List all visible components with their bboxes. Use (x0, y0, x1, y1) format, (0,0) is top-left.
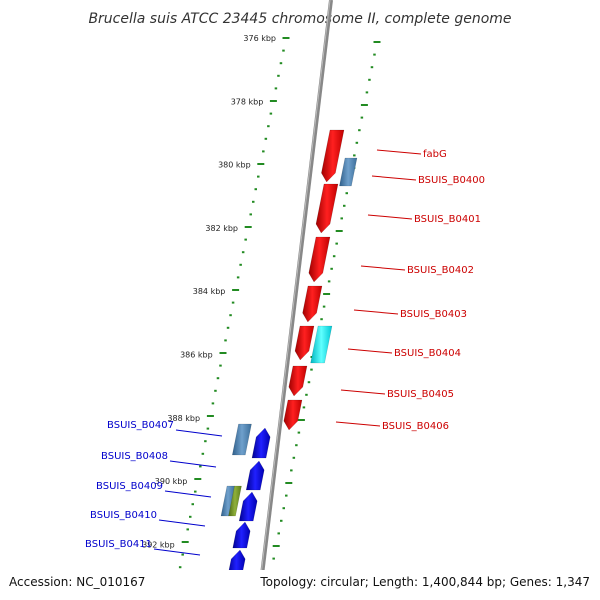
gene-label-leader (175, 429, 223, 437)
gene-label-leader (153, 548, 201, 556)
backbone-line (257, 0, 333, 600)
feature-block-steelblue (231, 423, 252, 456)
accession-text: Accession: NC_010167 (9, 575, 145, 589)
gene-label-leader (158, 519, 206, 527)
gene-label[interactable]: BSUIS_B0405 (387, 389, 454, 400)
ruler-label: 376 kbp (243, 34, 276, 43)
feature-block-steelblue (339, 157, 358, 187)
gene-features (220, 129, 358, 600)
gene-label[interactable]: fabG (423, 149, 447, 160)
reverse-gene-arrow (245, 460, 265, 491)
gene-label-leader (360, 265, 406, 271)
ruler-label: 380 kbp (218, 161, 251, 170)
ruler-label: 378 kbp (231, 97, 264, 106)
reverse-gene-arrow (232, 521, 251, 549)
ruler-ticks (173, 37, 381, 594)
ruler-labels: 376 kbp 378 kbp 380 kbp 382 kbp 384 kbp 386 k… (142, 34, 276, 549)
feature-block-cyan (310, 325, 333, 364)
gene-label-leader (376, 149, 422, 155)
forward-gene-arrow (302, 285, 323, 323)
reverse-gene-arrow (251, 427, 271, 459)
gene-label[interactable]: BSUIS_B0406 (382, 421, 449, 432)
gene-label[interactable]: BSUIS_B0408 (101, 451, 168, 462)
gene-label[interactable]: BSUIS_B0402 (407, 265, 474, 276)
gene-label[interactable]: BSUIS_B0411 (85, 539, 152, 550)
ruler-label: 384 kbp (193, 287, 226, 296)
gene-label-leader (169, 460, 217, 468)
forward-gene-arrow (294, 325, 315, 361)
gene-label[interactable]: BSUIS_B0410 (90, 510, 157, 521)
forward-gene-arrow (288, 365, 308, 397)
ruler-label: 390 kbp (155, 477, 188, 486)
gene-label-leader (340, 389, 386, 395)
footer-bar (0, 570, 600, 600)
forward-gene-arrow (321, 129, 345, 183)
gene-label[interactable]: BSUIS_B0403 (400, 309, 467, 320)
gene-labels-reverse: BSUIS_B0407 BSUIS_B0408 BSUIS_B0409 BSUIS_B… (85, 420, 223, 556)
ruler-label: 382 kbp (205, 224, 238, 233)
ruler-label: 392 kbp (142, 540, 175, 549)
forward-gene-arrow (315, 183, 339, 234)
gene-label[interactable]: BSUIS_B0407 (107, 420, 174, 431)
reverse-gene-arrow (238, 491, 258, 522)
backbone-highlight (257, 0, 331, 600)
feature-block-olive (228, 485, 242, 517)
gene-labels-forward: fabG BSUIS_B0400 BSUIS_B0401 BSUIS_B0402 BSU… (335, 149, 485, 432)
gene-label-leader (164, 490, 212, 498)
gene-label-leader (347, 348, 393, 354)
gene-label-leader (335, 421, 381, 427)
ruler-label: 386 kbp (180, 351, 213, 360)
gene-label-leader (371, 175, 417, 181)
gene-label[interactable]: BSUIS_B0404 (394, 348, 461, 359)
map-title: Brucella suis ATCC 23445 chromosome II, … (88, 11, 511, 27)
topology-text: Topology: circular; Length: 1,400,844 bp… (259, 575, 590, 589)
forward-gene-arrow (308, 236, 331, 283)
gene-label[interactable]: BSUIS_B0401 (414, 214, 481, 225)
forward-gene-arrow (283, 399, 303, 431)
gene-label[interactable]: BSUIS_B0400 (418, 175, 485, 186)
chromosome-backbone (257, 0, 333, 600)
gene-label-leader (367, 214, 413, 220)
ruler-label: 388 kbp (167, 414, 200, 423)
gene-label[interactable]: BSUIS_B0409 (96, 481, 163, 492)
gene-label-leader (353, 309, 399, 315)
